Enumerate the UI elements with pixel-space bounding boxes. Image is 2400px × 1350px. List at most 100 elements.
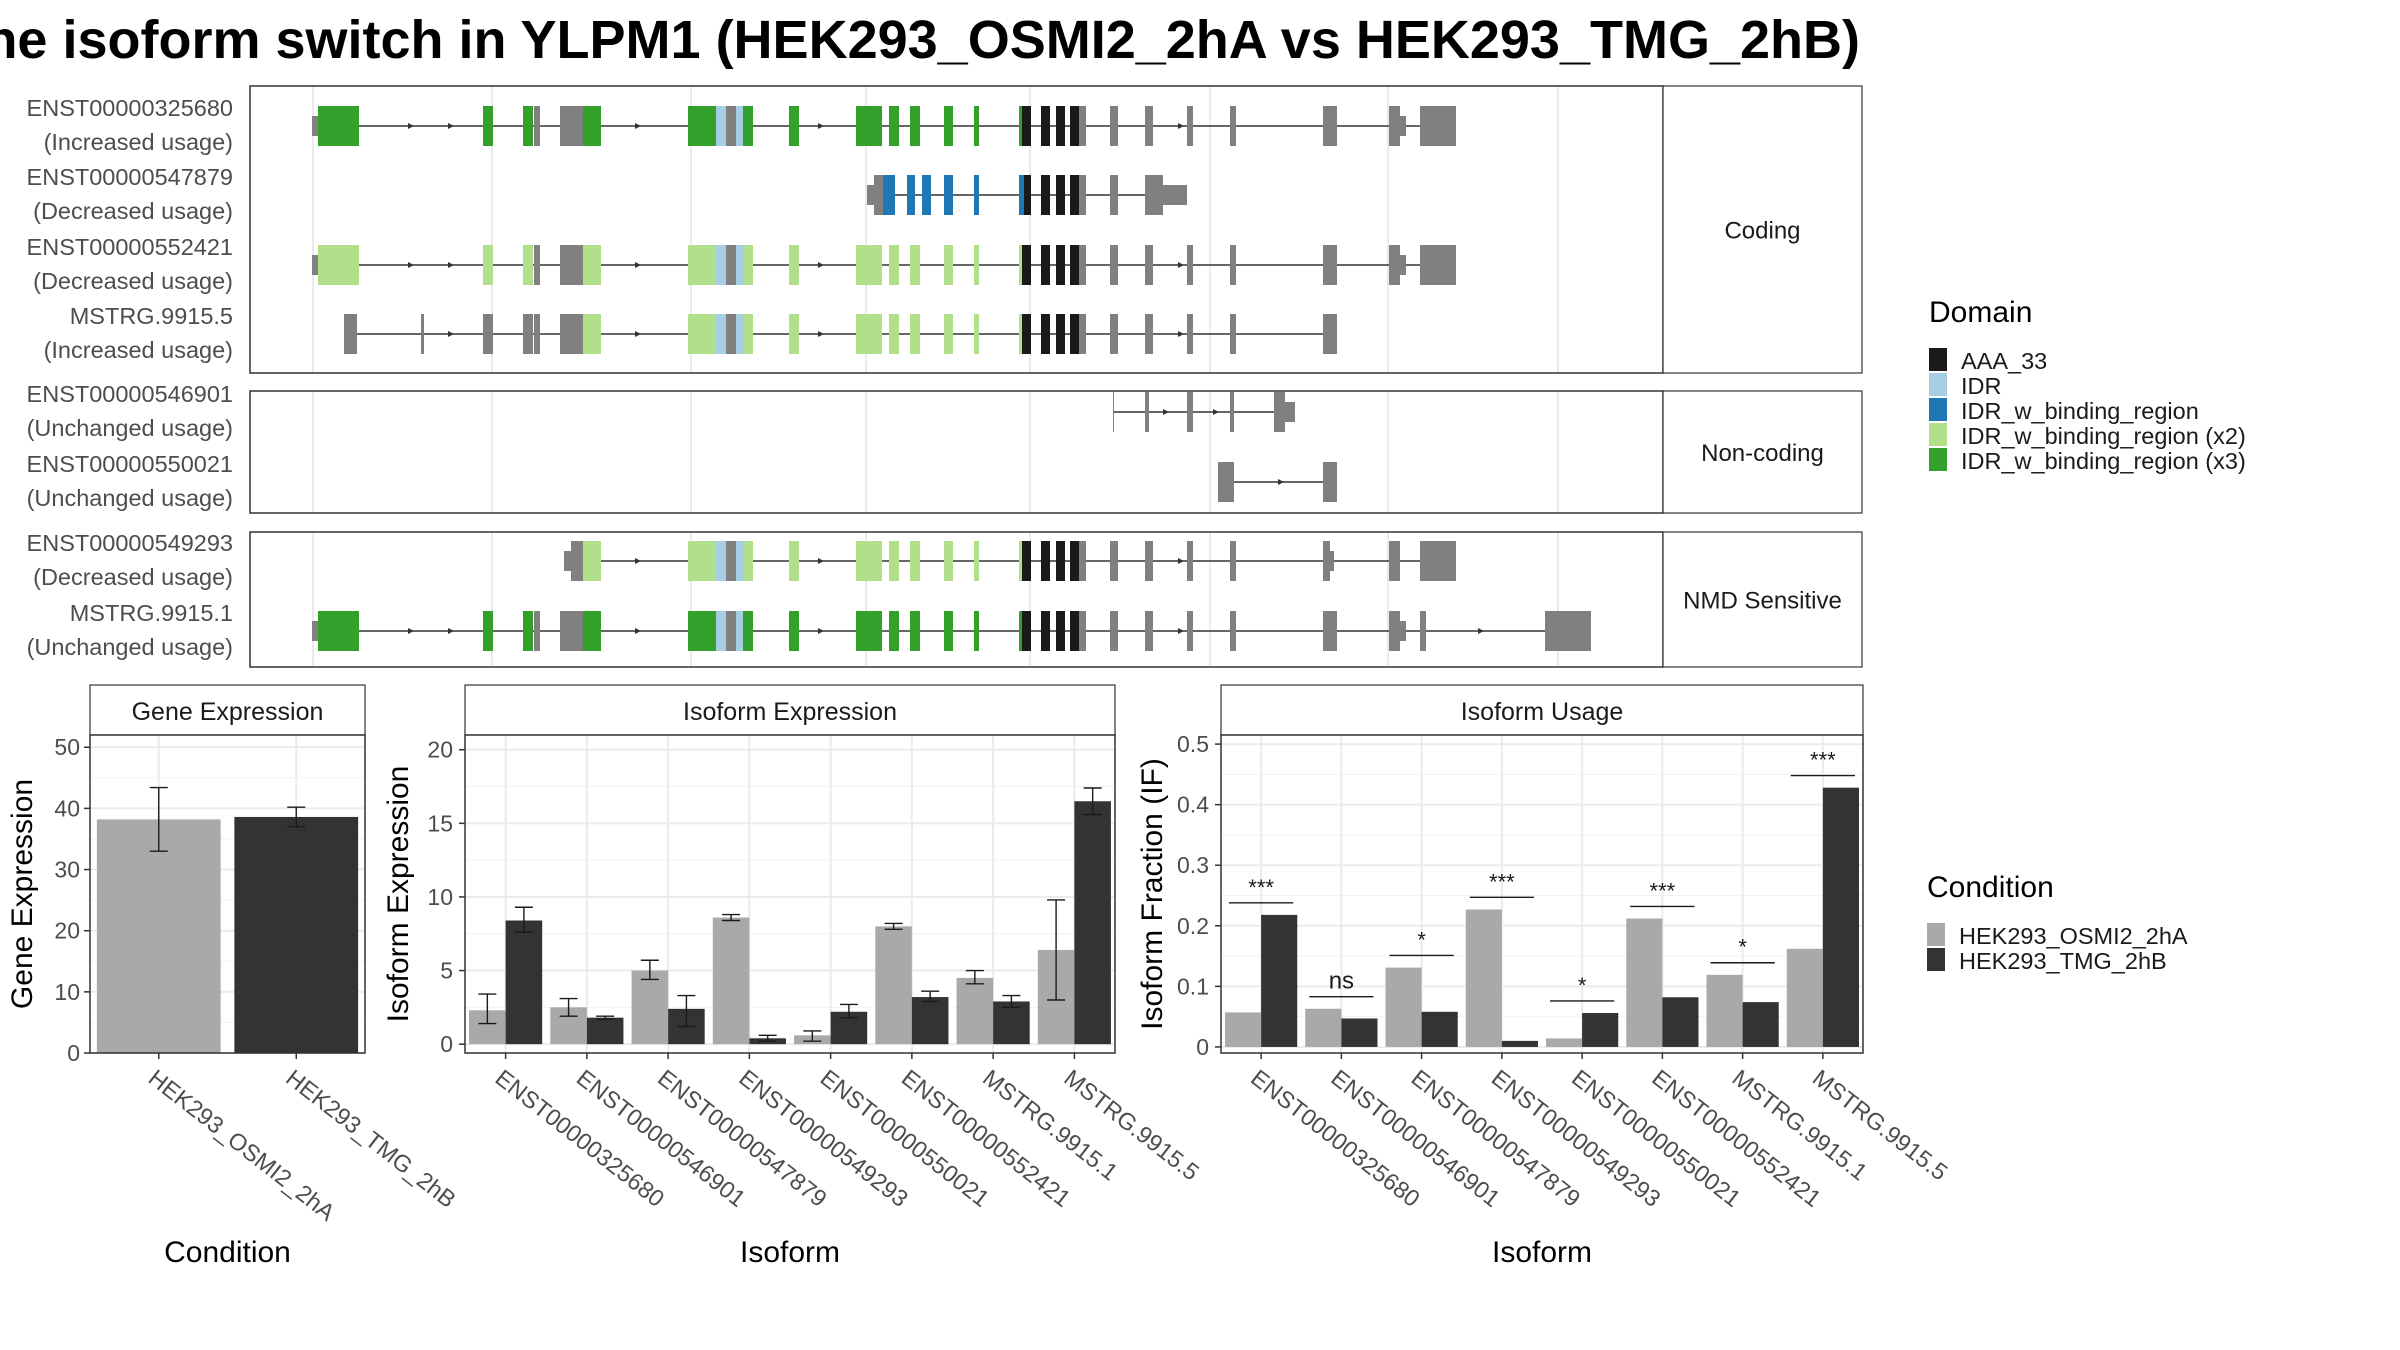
bar [96,819,221,1053]
exon-domain [1022,611,1031,651]
exon-domain [523,611,533,651]
y-axis-title: Gene Expression [6,779,39,1009]
intron-arrow [448,331,454,337]
intron-arrow [1178,123,1184,129]
bar [712,917,750,1045]
y-tick-label: 20 [427,737,453,763]
y-tick-label: 50 [54,734,80,760]
intron-arrow [635,628,641,634]
exon-domain [910,314,920,354]
x-axis-title: Isoform [1492,1236,1592,1269]
legend-title: Condition [1927,871,2054,904]
bar [1822,787,1859,1047]
exon-domain [1041,611,1050,651]
transcript-usage-label: (Unchanged usage) [27,634,233,660]
y-tick-label: 10 [54,979,80,1005]
exon-domain [716,245,726,285]
exon-domain [1070,611,1079,651]
exon-domain [1041,175,1050,215]
significance-label: * [1578,973,1587,998]
y-tick-label: 20 [54,918,80,944]
exon [1110,611,1118,651]
exon [1145,314,1153,354]
bar [1662,997,1699,1047]
exon [1163,185,1187,205]
transcript-structure-panel: Coding ENST00000325680 (Increased usage) EN… [27,85,1863,668]
intron-arrow [408,262,414,268]
legends: DomainAAA_33IDRIDR_w_binding_regionIDR_w… [1927,296,2246,974]
significance-label: *** [1489,869,1515,894]
y-tick-label: 0.1 [1177,973,1209,999]
exon [1079,314,1086,354]
x-tick-label: MSTRG.9915.5 [1059,1064,1204,1185]
intron-arrow [408,628,414,634]
exon [1420,106,1456,146]
legend-swatch [1927,923,1945,946]
panel-strip [1220,684,1864,736]
exon [1145,175,1163,215]
exon [1389,541,1400,581]
exon [1323,245,1337,285]
legend-label: HEK293_OSMI2_2hA [1959,923,2188,949]
transcript-usage-label: (Decreased usage) [33,564,233,590]
intron-arrow [818,331,824,337]
y-tick-label: 0.5 [1177,731,1209,757]
exon [1323,541,1330,581]
exon-domain [889,106,899,146]
exon-domain [1022,106,1031,146]
exon-domain [910,611,920,651]
exon [1420,611,1426,651]
exon-domain [688,106,716,146]
exon-domain [1056,541,1065,581]
intron-arrow [408,123,414,129]
exon-domain [1056,245,1065,285]
legend-swatch [1929,398,1947,421]
y-tick-label: 40 [54,795,80,821]
exon-domain [789,611,799,651]
exon-domain [583,611,601,651]
exon [1218,462,1234,502]
bar [1742,1002,1779,1047]
structure-strip [1662,390,1863,514]
legend-swatch [1929,348,1947,371]
bar-chart-panels: Gene Expression01020304050HEK293_OSMI2_2… [6,684,1953,1269]
exon-domain [889,611,899,651]
exon [1187,314,1193,354]
structure-strip [1662,531,1863,668]
exon [1187,392,1193,432]
exon-domain [483,106,493,146]
exon-domain [583,314,601,354]
exon-domain [743,245,753,285]
bar [631,970,669,1045]
y-tick-label: 0.3 [1177,852,1209,878]
y-axis-title: Isoform Expression [382,766,415,1023]
intron-arrow [1163,409,1169,415]
significance-label: *** [1650,878,1676,903]
exon [1389,611,1400,651]
exon-domain [944,541,953,581]
y-tick-label: 0 [1196,1034,1209,1060]
intron-arrow [635,262,641,268]
structure-group-label: Coding [1724,218,1800,245]
exon-domain [910,106,920,146]
legend-label: IDR_w_binding_region (x2) [1961,423,2246,449]
exon-domain [789,541,799,581]
transcript-track [312,245,1456,285]
panel-title: Isoform Usage [1461,698,1624,726]
exon [1230,106,1236,146]
transcript-usage-label: (Decreased usage) [33,198,233,224]
y-tick-label: 0 [440,1031,453,1057]
exon [1230,392,1234,432]
intron-arrow [818,558,824,564]
exon [483,314,493,354]
exon-domain [716,611,726,651]
exon [1389,106,1400,146]
exon [1230,245,1236,285]
x-tick-label: MSTRG.9915.5 [1808,1064,1953,1185]
bar-panel: Isoform Expression05101520ENST0000032568… [382,684,1204,1269]
figure-title: The isoform switch in YLPM1 (HEK293_OSMI… [0,10,1860,70]
exon-domain [856,541,882,581]
exon [534,611,540,651]
legend-label: HEK293_TMG_2hB [1959,948,2167,974]
exon [726,541,736,581]
